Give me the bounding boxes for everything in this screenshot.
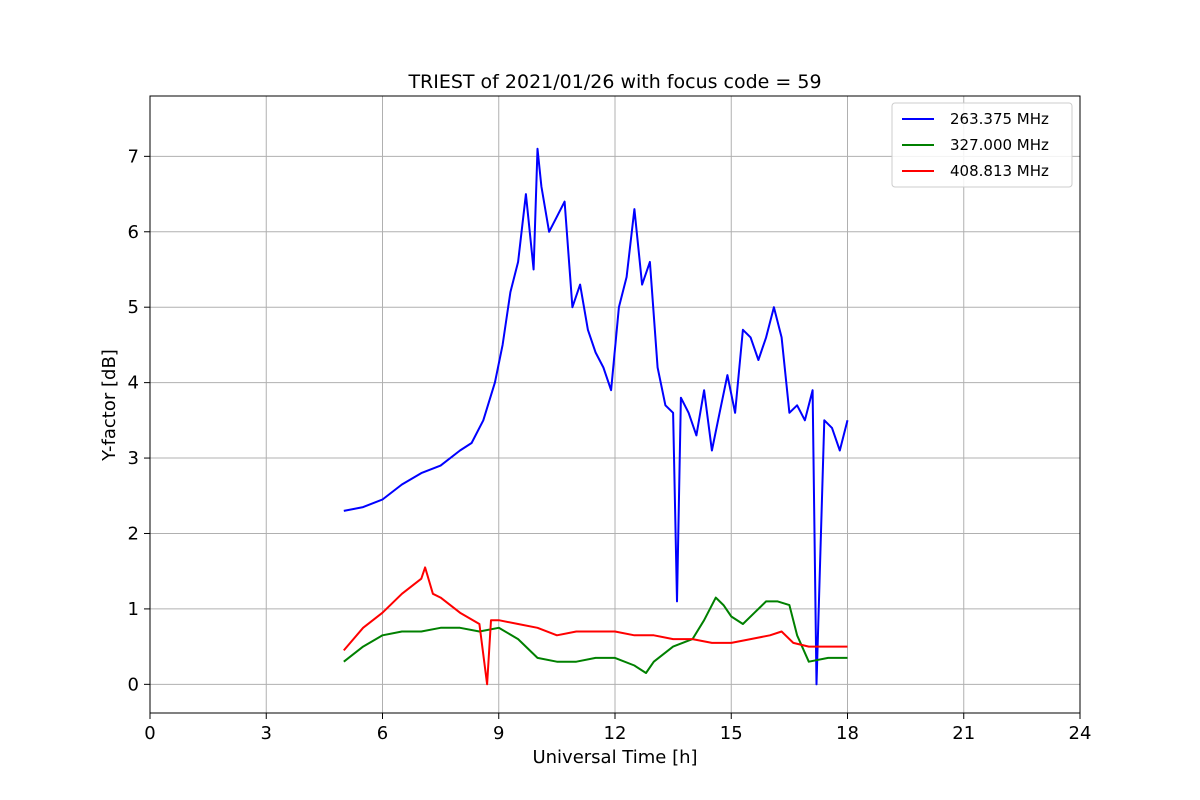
- legend-label: 327.000 MHz: [950, 136, 1049, 154]
- x-tick-label: 3: [261, 723, 272, 744]
- legend-label: 408.813 MHz: [950, 162, 1049, 180]
- chart-title: TRIEST of 2021/01/26 with focus code = 5…: [407, 71, 821, 93]
- y-tick-label: 4: [128, 373, 139, 394]
- y-tick-label: 7: [128, 146, 139, 167]
- x-tick-label: 15: [720, 723, 743, 744]
- x-tick-label: 0: [144, 723, 155, 744]
- legend-label: 263.375 MHz: [950, 110, 1049, 128]
- x-tick-label: 6: [377, 723, 388, 744]
- y-tick-label: 0: [128, 674, 139, 695]
- series-line-0: [343, 147, 849, 686]
- y-tick-label: 5: [128, 297, 139, 318]
- series-line-2: [343, 566, 848, 686]
- x-tick-label: 12: [604, 723, 627, 744]
- x-tick-label: 21: [952, 723, 975, 744]
- x-tick-label: 9: [493, 723, 504, 744]
- y-tick-label: 2: [128, 523, 139, 544]
- y-tick-label: 1: [128, 599, 139, 620]
- legend-box: [891, 102, 1073, 188]
- y-tick-label: 6: [128, 222, 139, 243]
- x-tick-label: 18: [836, 723, 859, 744]
- series-line-1: [343, 596, 848, 674]
- y-axis-title: Y-factor [dB]: [99, 349, 120, 462]
- x-axis-title: Universal Time [h]: [532, 747, 697, 768]
- x-tick-label: 24: [1069, 723, 1092, 744]
- y-tick-label: 3: [128, 448, 139, 469]
- legend: 263.375 MHz 327.000 MHz 408.813 MHz: [891, 102, 1073, 188]
- plot-series: [343, 147, 849, 686]
